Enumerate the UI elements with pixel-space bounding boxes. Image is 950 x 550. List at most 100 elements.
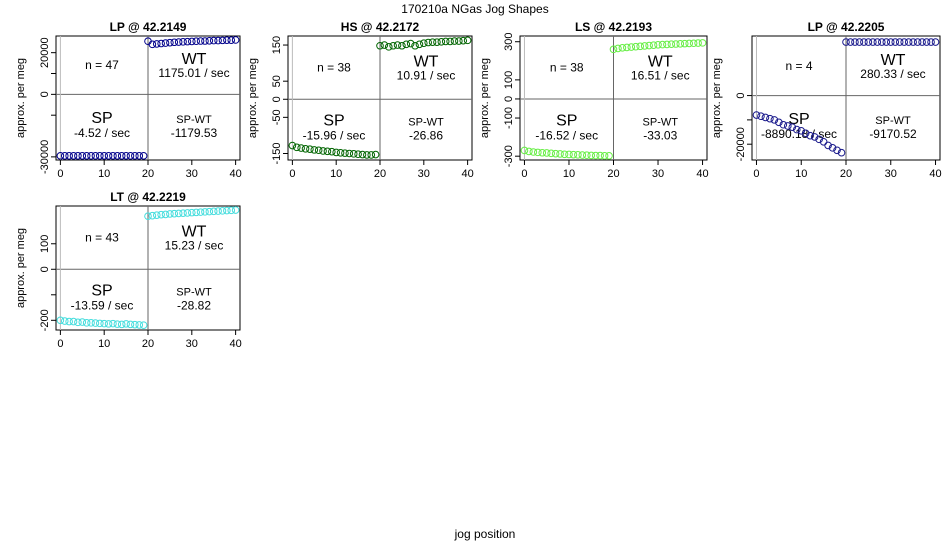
data-point [779, 120, 788, 129]
data-point [600, 152, 609, 160]
wt-label: WT [182, 224, 207, 241]
data-point [846, 38, 855, 46]
wt-rate: 10.91 / sec [397, 69, 456, 83]
data-point [534, 148, 542, 157]
data-point [310, 146, 319, 154]
x-tick-label: 30 [186, 168, 198, 180]
sp-rate: -16.52 / sec [535, 128, 598, 142]
spwt-value: -9170.52 [869, 127, 917, 141]
data-point [614, 44, 622, 53]
data-point [170, 209, 179, 218]
data-point [547, 149, 555, 158]
spwt-value: -1179.53 [171, 126, 218, 140]
y-axis-label: approx. per meg [247, 58, 259, 138]
data-point [74, 318, 82, 327]
data-point [292, 143, 301, 152]
data-point [380, 41, 389, 49]
data-point [117, 152, 126, 160]
data-point [587, 151, 596, 160]
x-tick-label: 30 [186, 338, 198, 350]
chart-panel-5: LT @ 42.2219 0 10 20 30 40 -200 0 100 approx. per… [15, 190, 242, 350]
data-point [450, 37, 459, 45]
x-tick-label: 30 [652, 168, 664, 180]
data-point [927, 38, 935, 46]
data-point [104, 152, 113, 160]
data-point [135, 321, 144, 329]
y-tick-label: 300 [503, 33, 515, 51]
chart-panel-3: LS @ 42.2193 0 10 20 30 40 -300 -100 0 100 300 appr… [479, 20, 709, 180]
data-point [87, 152, 95, 160]
data-point [91, 152, 100, 160]
data-point [882, 38, 891, 46]
data-point [411, 41, 419, 50]
data-point [214, 207, 222, 215]
data-point [770, 116, 779, 124]
y-tick-label: 150 [271, 36, 283, 54]
x-tick-label: 30 [885, 168, 897, 180]
data-point [658, 40, 667, 49]
data-point [91, 319, 100, 327]
data-point [788, 123, 797, 131]
data-point [117, 320, 126, 329]
chart-panel-2: HS @ 42.2172 0 10 20 30 40 -150 -50 0 50 150 approx… [247, 20, 474, 180]
x-tick-label: 10 [795, 168, 807, 180]
data-point [538, 148, 547, 157]
sp-label: SP [323, 113, 344, 130]
data-point [323, 147, 332, 156]
spwt-label: SP-WT [643, 116, 679, 128]
spwt-label: SP-WT [176, 114, 212, 126]
y-tick-label: 0 [271, 96, 283, 102]
chart-title: HS @ 42.2172 [341, 20, 420, 34]
data-point [349, 150, 358, 158]
data-point [640, 42, 649, 50]
figure-title: 170210a NGas Jog Shapes [401, 2, 548, 16]
x-tick-label: 20 [840, 168, 852, 180]
data-point [895, 38, 904, 46]
data-point [328, 147, 336, 156]
data-point [223, 206, 231, 215]
x-tick-label: 30 [418, 168, 430, 180]
y-tick-label: 0 [39, 91, 51, 97]
data-point [100, 152, 108, 160]
data-point [56, 152, 65, 160]
x-tick-label: 0 [753, 168, 759, 180]
x-tick-label: 40 [696, 168, 708, 180]
data-point [183, 209, 192, 217]
data-point [433, 38, 441, 46]
data-point [332, 148, 340, 157]
data-point [152, 40, 161, 48]
spwt-label: SP-WT [875, 115, 911, 127]
data-point [96, 152, 104, 160]
data-point [415, 40, 424, 49]
data-point [157, 39, 165, 48]
data-point [525, 147, 533, 156]
x-tick-label: 40 [229, 168, 241, 180]
data-point [319, 147, 327, 155]
data-point [698, 39, 707, 47]
data-point [196, 37, 205, 45]
data-point [609, 45, 618, 54]
data-point [148, 40, 157, 49]
data-point [801, 129, 810, 138]
data-point [672, 40, 680, 48]
data-point [376, 41, 384, 50]
data-point [336, 148, 345, 157]
data-point [886, 38, 895, 46]
data-point [126, 152, 135, 160]
data-point [306, 145, 314, 153]
data-point [797, 127, 806, 135]
data-point [179, 38, 187, 46]
wt-rate: 16.51 / sec [631, 68, 690, 82]
data-point [161, 210, 170, 219]
data-point [824, 141, 832, 150]
data-point [122, 152, 130, 160]
y-tick-label: -150 [271, 142, 283, 164]
data-point [529, 148, 538, 156]
y-tick-label: -30000 [39, 140, 51, 174]
data-point [873, 38, 882, 46]
data-point [218, 207, 227, 215]
data-point [900, 38, 908, 46]
data-point [676, 40, 685, 48]
data-point [569, 150, 578, 159]
data-point [196, 208, 205, 216]
